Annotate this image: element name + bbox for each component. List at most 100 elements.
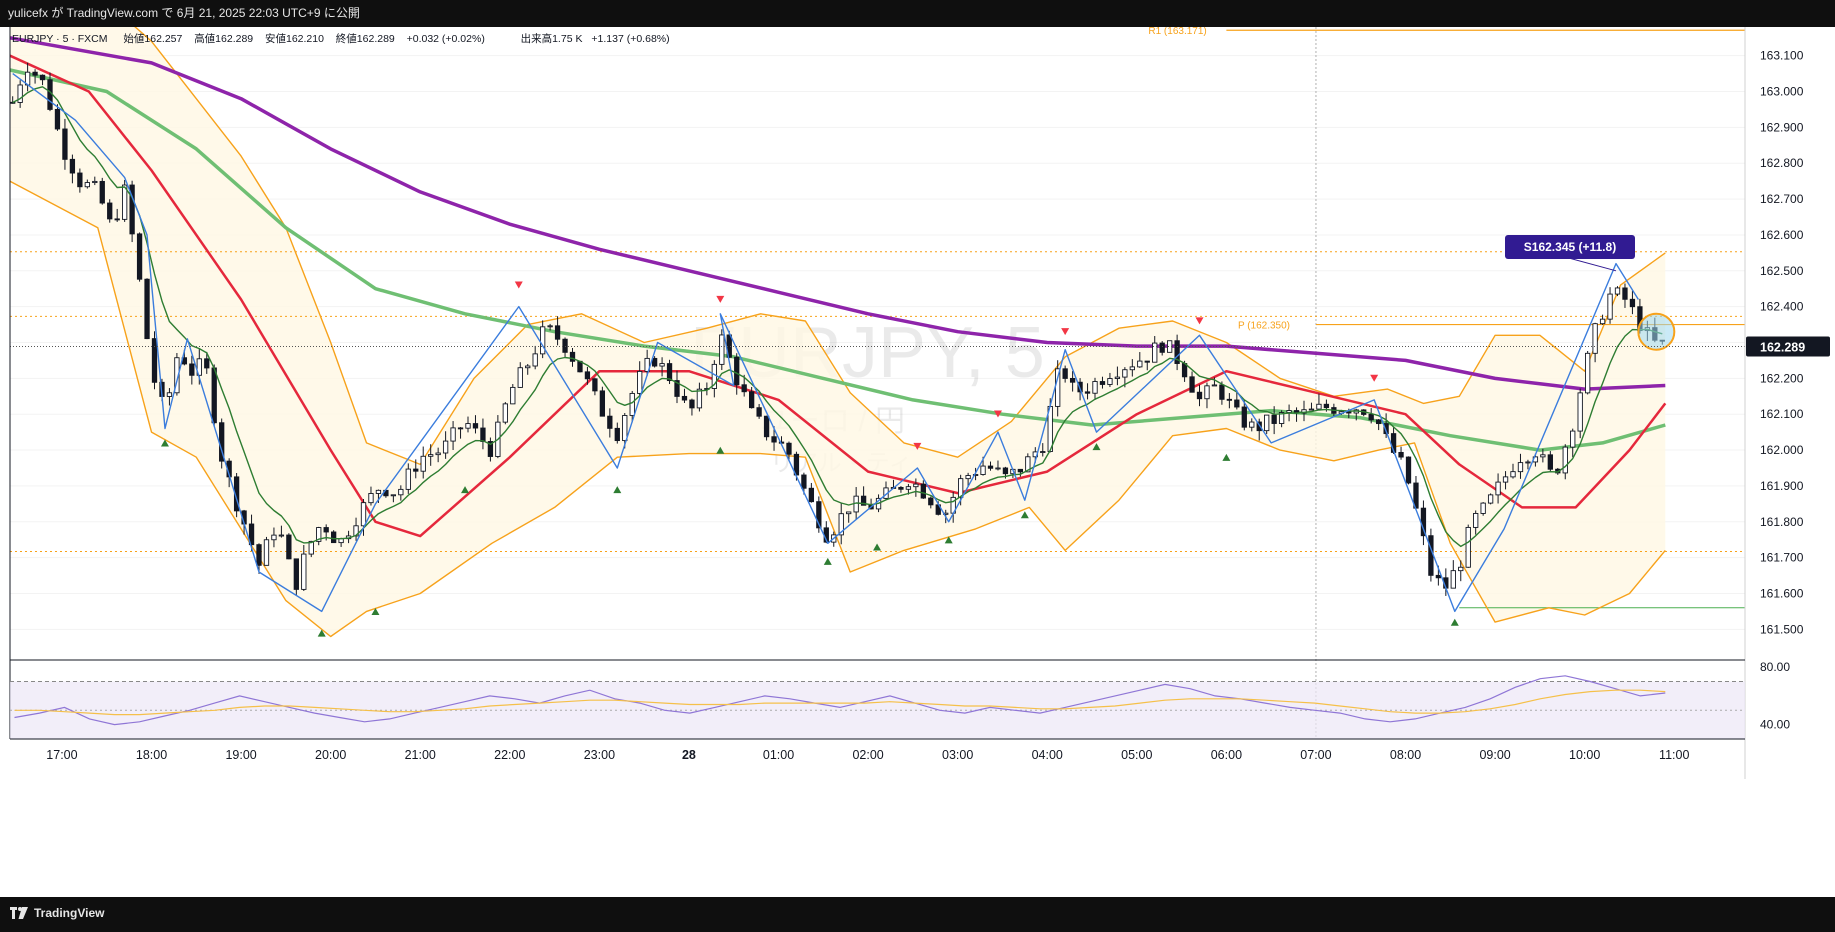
candle-body — [1084, 391, 1091, 394]
bollinger-lower — [9, 180, 1666, 638]
price-tick-label: 161.900 — [1760, 479, 1804, 493]
chart-frame[interactable]: EURJPY, 5ユーロ / 円リアル・ティR1 (163.171)P (162… — [0, 1, 1835, 897]
candle-body — [860, 495, 867, 506]
candle-body — [756, 407, 762, 417]
time-tick-label: 23:00 — [584, 748, 615, 762]
candle-body — [972, 474, 979, 476]
candle-body — [69, 158, 76, 174]
candle-body — [1129, 366, 1135, 371]
candle-body — [1607, 293, 1613, 320]
candle-body — [1002, 467, 1009, 475]
candle-body — [487, 441, 494, 457]
candle-body — [1278, 412, 1285, 424]
candle-body — [629, 392, 635, 416]
pivot-low-marker — [461, 486, 470, 494]
candle-body — [1219, 384, 1225, 400]
candle-body — [32, 71, 38, 76]
time-tick-label: 04:00 — [1032, 748, 1063, 762]
time-tick-label: 21:00 — [405, 748, 436, 762]
price-tick-label: 162.600 — [1760, 228, 1804, 242]
time-tick-label: 17:00 — [46, 748, 77, 762]
candle-body — [995, 467, 1001, 470]
chart-svg[interactable]: EURJPY, 5ユーロ / 円リアル・ティR1 (163.171)P (162… — [0, 1, 1835, 897]
time-tick-label: 09:00 — [1479, 748, 1510, 762]
candle-body — [838, 513, 844, 536]
candle-body — [674, 380, 680, 397]
ema-50-line — [9, 54, 1667, 538]
price-tick-label: 162.700 — [1760, 192, 1804, 206]
tradingview-logo-icon — [10, 907, 28, 919]
candle-body — [644, 357, 650, 372]
candle-body — [987, 465, 994, 469]
pivot-low-marker — [873, 543, 882, 551]
time-tick-label: 06:00 — [1211, 748, 1242, 762]
zigzag-line — [12, 73, 1639, 613]
candle-body — [614, 427, 620, 442]
candle-body — [1204, 385, 1210, 400]
rsi-tick-label: 40.00 — [1760, 718, 1790, 732]
candle-body — [331, 531, 337, 544]
candle-body — [599, 390, 606, 417]
time-tick-label: 11:00 — [1659, 748, 1689, 762]
candle-body — [1017, 468, 1024, 473]
candle-body — [99, 180, 105, 204]
pivot-low-marker — [1092, 443, 1101, 451]
candle-body — [1226, 398, 1233, 401]
candle-body — [1144, 360, 1150, 363]
candle-body — [547, 325, 553, 328]
candle-body — [913, 483, 919, 488]
price-tick-label: 162.100 — [1760, 407, 1804, 421]
candle-body — [1196, 391, 1203, 400]
candle-body — [144, 278, 150, 340]
candle-body — [1241, 406, 1247, 428]
time-tick-label: 18:00 — [136, 748, 167, 762]
pivot-low-marker — [1450, 618, 1459, 626]
candle-body — [450, 427, 456, 442]
candle-body — [301, 553, 307, 590]
candle-body — [592, 378, 598, 392]
candle-body — [211, 367, 217, 424]
time-tick-label: 08:00 — [1390, 748, 1421, 762]
candle-body — [39, 74, 46, 81]
candle-body — [920, 483, 926, 499]
candle-body — [1137, 360, 1143, 368]
candle-body — [428, 454, 434, 457]
time-tick-label: 01:00 — [763, 748, 794, 762]
candle-body — [696, 388, 703, 409]
candle-body — [174, 357, 180, 394]
publish-info-bar: yulicefx が TradingView.com で 6月 21, 2025… — [0, 0, 1835, 27]
ema-200-line — [9, 36, 1666, 391]
candle-body — [898, 486, 904, 490]
candle-body — [1480, 502, 1486, 514]
legend-change2: +1.137 (+0.68%) — [591, 33, 669, 45]
candle-body — [540, 326, 546, 355]
candle-body — [607, 415, 613, 429]
candle-body — [114, 218, 120, 221]
candle-body — [741, 384, 747, 393]
candle-body — [151, 338, 158, 383]
bollinger-upper — [9, 1, 1666, 466]
candle-body — [62, 128, 68, 160]
candle-body — [390, 494, 397, 497]
candle-body — [84, 182, 90, 188]
candle-body — [375, 489, 382, 494]
candle-body — [92, 180, 98, 184]
price-tick-label: 163.100 — [1760, 49, 1804, 63]
candle-body — [77, 172, 83, 188]
legend-low: 安値162.210 — [265, 32, 324, 45]
time-tick-label: 28 — [682, 748, 696, 762]
candle-body — [1562, 446, 1568, 474]
candle-body — [1323, 403, 1330, 409]
candle-body — [323, 527, 329, 533]
tradingview-logo[interactable]: TradingView — [10, 906, 104, 920]
legend-open: 始値162.257 — [123, 32, 182, 45]
highlight-circle-icon — [1637, 312, 1676, 351]
candle-body — [562, 338, 568, 353]
candle-body — [1271, 414, 1277, 424]
price-tick-label: 162.500 — [1760, 264, 1804, 278]
candle-body — [525, 365, 531, 369]
candle-body — [256, 544, 262, 566]
candle-body — [420, 455, 426, 472]
pivot-high-marker — [514, 281, 523, 289]
candle-body — [1316, 403, 1322, 410]
